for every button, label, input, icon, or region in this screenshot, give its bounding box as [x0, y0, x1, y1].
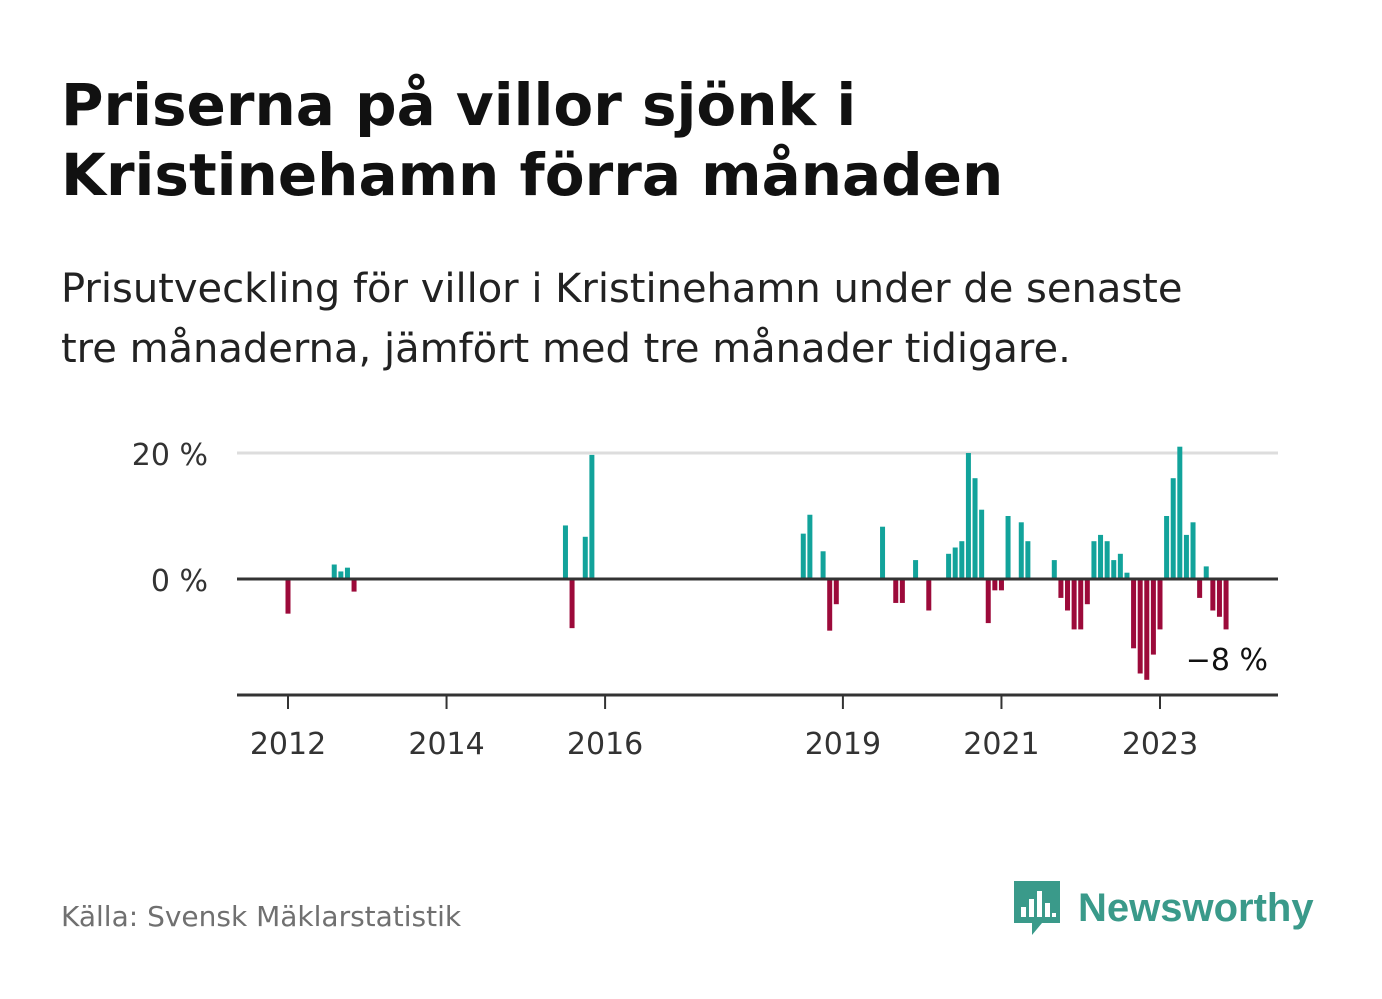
- bar: [338, 571, 344, 579]
- brand-name: Newsworthy: [1078, 885, 1314, 930]
- bar: [1203, 566, 1209, 579]
- bar: [1197, 579, 1203, 598]
- bar: [1104, 541, 1110, 579]
- bar: [1005, 516, 1011, 579]
- bar: [913, 560, 919, 579]
- bar: [351, 579, 357, 592]
- bar: [582, 536, 588, 579]
- bar: [285, 579, 291, 614]
- bar: [965, 453, 971, 579]
- subtitle-line-1: Prisutveckling för villor i Kristinehamn…: [61, 266, 1183, 312]
- bar: [985, 579, 991, 624]
- bar: [992, 579, 998, 591]
- bar: [899, 579, 905, 603]
- bar: [926, 579, 932, 611]
- x-tick-label: 2019: [805, 727, 881, 762]
- bar: [1137, 579, 1143, 674]
- x-tick-label: 2021: [963, 727, 1039, 762]
- bar: [1117, 553, 1123, 579]
- bar: [1091, 541, 1097, 579]
- y-tick-label: 0 %: [151, 564, 208, 599]
- bar: [880, 526, 886, 579]
- x-tick-label: 2014: [408, 727, 484, 762]
- x-tick-label: 2023: [1122, 727, 1198, 762]
- bar: [1210, 579, 1216, 611]
- bar: [1111, 560, 1117, 579]
- bar: [1150, 579, 1156, 655]
- bar: [827, 579, 833, 631]
- bar: [331, 564, 337, 579]
- x-tick-label: 2016: [567, 727, 643, 762]
- bar: [972, 478, 978, 579]
- bar: [1216, 579, 1222, 617]
- bar: [1058, 579, 1064, 598]
- bar: [820, 551, 826, 579]
- bar: [589, 454, 595, 579]
- chart-subtitle: Prisutveckling för villor i Kristinehamn…: [61, 259, 1321, 379]
- bar: [569, 579, 575, 629]
- bar: [833, 579, 839, 605]
- y-tick-label: 20 %: [132, 438, 208, 473]
- bar: [800, 533, 806, 579]
- bar: [1190, 522, 1196, 579]
- subtitle-line-2: tre månaderna, jämfört med tre månader t…: [61, 326, 1071, 372]
- brand-logo: Newsworthy: [1010, 876, 1314, 940]
- bar: [1183, 534, 1189, 579]
- bar: [1078, 579, 1084, 630]
- bar-chart-speech-bubble-icon: [1014, 881, 1060, 935]
- bar: [1124, 572, 1130, 579]
- bar: [1144, 579, 1150, 680]
- bar: [1051, 560, 1057, 579]
- chart-title: Priserna på villor sjönk i Kristinehamn …: [61, 70, 1261, 210]
- bar: [1018, 522, 1024, 579]
- bar: [1170, 478, 1176, 579]
- last-value-label: −8 %: [1186, 643, 1268, 678]
- bar: [1071, 579, 1077, 630]
- bar: [1223, 579, 1229, 630]
- bar: [807, 514, 813, 579]
- bar: [1025, 541, 1031, 579]
- bar: [1065, 579, 1071, 611]
- bar: [952, 547, 958, 579]
- bar: [344, 567, 350, 579]
- bar: [998, 579, 1004, 591]
- bar: [1131, 579, 1137, 649]
- bar: [946, 553, 952, 579]
- bar: [979, 509, 985, 579]
- bar: [1098, 534, 1104, 579]
- bar: [1084, 579, 1090, 605]
- source-note: Källa: Svensk Mäklarstatistik: [61, 900, 462, 933]
- bar: [1157, 579, 1163, 630]
- bar: [893, 579, 899, 603]
- title-line-1: Priserna på villor sjönk i: [61, 71, 857, 139]
- bar: [959, 541, 965, 579]
- x-tick-label: 2012: [250, 727, 326, 762]
- title-line-2: Kristinehamn förra månaden: [61, 141, 1004, 209]
- bar: [1164, 516, 1170, 579]
- bar: [562, 525, 568, 579]
- bar: [1177, 446, 1183, 579]
